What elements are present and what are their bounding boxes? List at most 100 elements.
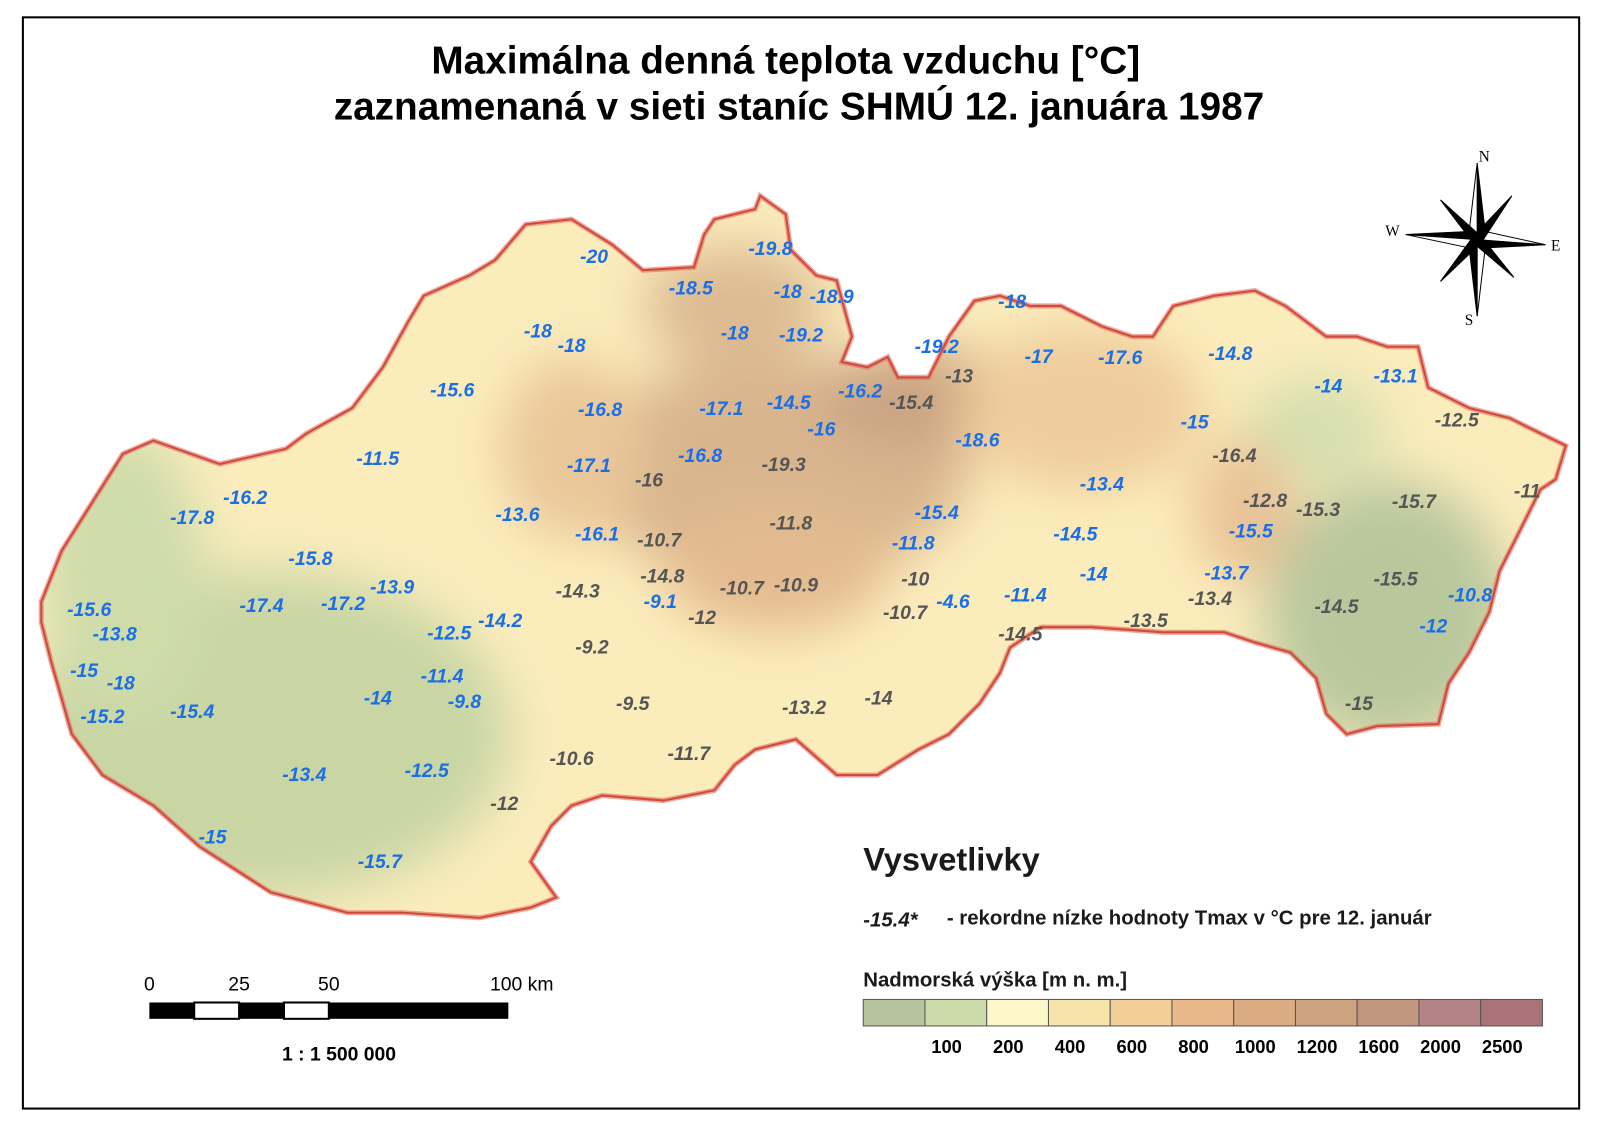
elevation-class xyxy=(986,998,1049,1027)
compass-rose xyxy=(1405,163,1546,317)
station-label: -10.7 xyxy=(637,530,682,552)
station-label: -12 xyxy=(490,793,518,815)
elevation-class xyxy=(862,998,926,1027)
record-station-label: -14.2 xyxy=(478,610,522,632)
station-label: -9.5 xyxy=(616,693,650,715)
station-label: -14.5 xyxy=(998,623,1042,645)
scale-label: 100 km xyxy=(490,973,553,995)
station-label: -14 xyxy=(865,688,893,710)
record-station-label: -4.6 xyxy=(936,591,970,613)
record-station-label: -13.6 xyxy=(495,504,539,526)
record-station-label: -15 xyxy=(1181,411,1209,433)
station-label: -15.4 xyxy=(889,392,933,414)
record-station-label: -18.5 xyxy=(669,278,713,300)
elevation-class xyxy=(1356,998,1420,1027)
record-station-label: -12 xyxy=(1419,615,1447,637)
record-station-label: -17.4 xyxy=(239,595,283,617)
record-station-label: -17.2 xyxy=(321,593,365,615)
elevation-title: Nadmorská výška [m n. m.] xyxy=(863,969,1127,991)
station-label: -9.2 xyxy=(575,637,609,659)
record-station-label: -15.6 xyxy=(430,380,474,402)
record-station-label: -13.9 xyxy=(370,577,414,599)
station-label: -13.5 xyxy=(1124,610,1168,632)
record-station-label: -19.2 xyxy=(779,325,823,347)
record-station-label: -13.1 xyxy=(1374,365,1418,387)
record-station-label: -16.2 xyxy=(223,487,267,509)
station-label: -15.5 xyxy=(1374,568,1418,590)
record-station-label: -14 xyxy=(1314,376,1342,398)
record-station-label: -18 xyxy=(524,321,552,343)
record-station-label: -15.8 xyxy=(288,548,332,570)
title-line: Maximálna denná teplota vzduchu [°C] xyxy=(431,39,1140,82)
elevation-label: 200 xyxy=(993,1036,1024,1057)
record-station-label: -18 xyxy=(774,281,802,303)
station-label: -10.7 xyxy=(883,602,928,624)
record-station-label: -17 xyxy=(1025,346,1054,368)
record-station-label: -15.5 xyxy=(1229,520,1273,542)
record-station-label: -13.8 xyxy=(93,623,137,645)
station-label: -10 xyxy=(901,568,929,590)
station-label: -13 xyxy=(945,365,973,387)
record-station-label: -17.6 xyxy=(1098,347,1142,369)
record-station-label: -12.5 xyxy=(427,622,471,644)
elevation-label: 1000 xyxy=(1235,1036,1276,1057)
record-station-label: -18 xyxy=(998,291,1026,313)
record-station-label: -11.5 xyxy=(356,448,399,470)
record-station-label: -15.4 xyxy=(170,701,214,723)
elevation-class xyxy=(1233,998,1296,1027)
record-station-label: -15 xyxy=(70,660,98,682)
compass-s: S xyxy=(1465,312,1474,329)
record-station-label: -20 xyxy=(580,246,608,268)
record-station-label: -13.7 xyxy=(1204,562,1249,584)
record-station-label: -9.1 xyxy=(644,591,677,613)
station-label: -12.8 xyxy=(1243,490,1287,512)
elevation-class xyxy=(1418,998,1482,1027)
elevation-class xyxy=(1109,998,1173,1027)
elevation-label: 1600 xyxy=(1358,1036,1399,1057)
scale-ratio: 1 : 1 500 000 xyxy=(282,1044,396,1066)
elevation-label: 600 xyxy=(1117,1036,1148,1057)
record-station-label: -13.4 xyxy=(1080,474,1124,496)
station-label: -11.7 xyxy=(667,743,711,765)
station-label: -15.7 xyxy=(1392,491,1437,513)
record-station-label: -16.8 xyxy=(578,399,622,421)
record-station-label: -15.4 xyxy=(915,502,959,524)
station-label: -12.5 xyxy=(1435,409,1479,431)
record-station-label: -16 xyxy=(807,418,835,440)
station-label: -10.7 xyxy=(720,578,765,600)
station-label: -11 xyxy=(1514,481,1541,503)
elevation-class xyxy=(1480,998,1543,1027)
station-label: -13.2 xyxy=(782,697,826,719)
record-station-label: -18.9 xyxy=(810,286,854,308)
record-station-label: -15.6 xyxy=(67,599,111,621)
legend-sample: -15.4* xyxy=(863,909,918,931)
station-label: -11.8 xyxy=(769,512,812,534)
elevation-class xyxy=(1171,998,1235,1027)
record-station-label: -11.8 xyxy=(892,533,935,555)
title-line: zaznamenaná v sieti staníc SHMÚ 12. janu… xyxy=(334,84,1264,128)
record-station-label: -18.6 xyxy=(955,430,999,452)
scale-label: 0 xyxy=(144,973,155,995)
station-label: -15.3 xyxy=(1296,499,1340,521)
record-station-label: -16.8 xyxy=(678,445,722,467)
record-station-label: -18 xyxy=(107,672,135,694)
compass-e: E xyxy=(1551,237,1560,254)
record-station-label: -15.2 xyxy=(80,706,124,728)
record-station-label: -17.1 xyxy=(699,398,743,420)
record-station-label: -18 xyxy=(558,335,586,357)
compass-n: N xyxy=(1479,149,1490,166)
elevation-class xyxy=(1294,998,1358,1027)
station-label: -14.8 xyxy=(640,565,684,587)
scale-label: 50 xyxy=(318,973,340,995)
record-station-label: -18 xyxy=(721,323,749,345)
legend-title: Vysvetlivky xyxy=(863,840,1040,877)
station-label: -14.5 xyxy=(1314,596,1358,618)
record-station-label: -16.1 xyxy=(575,524,619,546)
compass-w: W xyxy=(1385,223,1400,240)
scale-bar xyxy=(149,1001,509,1020)
record-station-label: -15.7 xyxy=(358,851,403,873)
record-station-label: -19.8 xyxy=(748,238,792,260)
station-label: -15 xyxy=(1345,693,1373,715)
record-station-label: -11.4 xyxy=(1004,585,1047,607)
